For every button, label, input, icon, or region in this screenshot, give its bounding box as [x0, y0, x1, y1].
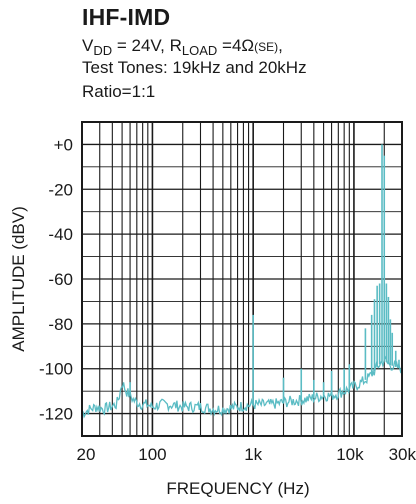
chart-title: IHF-IMD	[82, 4, 171, 30]
y-tick-label: -100	[39, 360, 73, 379]
y-axis-label: AMPLITUDE (dBV)	[9, 206, 28, 351]
y-tick-label: +0	[54, 135, 73, 154]
y-tick-label: -20	[48, 180, 73, 199]
y-tick-labels: +0 -20 -40 -60 -80 -100 -120	[39, 135, 73, 423]
x-axis-label: FREQUENCY (Hz)	[166, 479, 309, 498]
spectrum-trace	[81, 144, 403, 419]
x-tick-label: 1k	[244, 445, 262, 464]
x-tick-labels: 20 100 1k 10k 30k	[77, 445, 416, 464]
test-tones-text: Test Tones: 19kHz and 20kHz	[82, 58, 307, 77]
y-tick-label: -60	[48, 270, 73, 289]
y-tick-label: -120	[39, 405, 73, 424]
plot-frame	[81, 121, 403, 437]
noise-floor-line	[81, 354, 403, 419]
x-tick-label: 20	[77, 445, 96, 464]
y-tick-label: -40	[48, 225, 73, 244]
rload-subscript: LOAD	[181, 43, 218, 58]
vdd-subscript: DD	[93, 43, 113, 58]
rload-value: =4Ω	[217, 36, 255, 55]
vdd-symbol: V	[82, 36, 94, 55]
x-tick-label: 30k	[389, 445, 416, 464]
vdd-value: = 24V,	[112, 36, 170, 55]
ratio-text: Ratio=1:1	[82, 82, 156, 101]
x-tick-label: 10k	[336, 445, 364, 464]
rload-note: (SE)	[254, 40, 279, 54]
rload-symbol: R	[169, 36, 182, 55]
condition-separator: ,	[278, 36, 283, 55]
x-tick-label: 100	[138, 445, 166, 464]
test-conditions-line: VDD = 24V, RLOAD =4Ω(SE),	[82, 36, 283, 57]
y-tick-label: -80	[48, 315, 73, 334]
